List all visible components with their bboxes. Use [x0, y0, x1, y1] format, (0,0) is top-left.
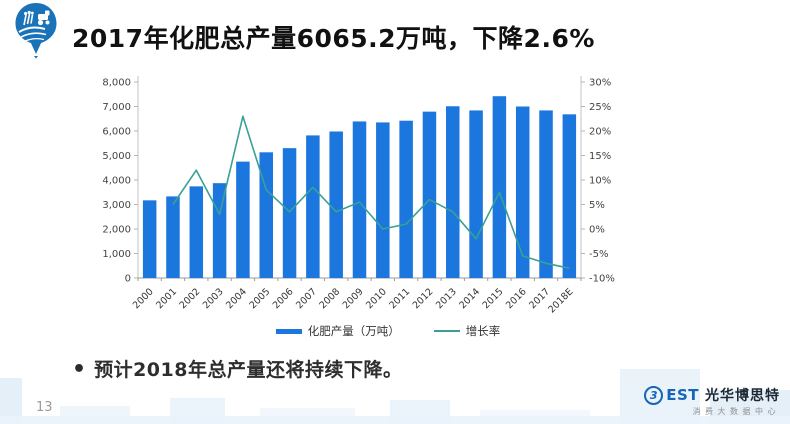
left-axis-tick-label: 0	[125, 274, 131, 285]
x-axis-label: 2004	[224, 286, 249, 311]
production-bar	[492, 96, 507, 279]
right-axis-tick-label: 10%	[589, 176, 611, 187]
production-bar	[306, 135, 320, 278]
right-axis-tick-label: 15%	[589, 151, 611, 162]
production-bar	[189, 186, 204, 278]
x-axis-label: 2000	[131, 286, 156, 311]
x-axis-label: 2010	[364, 286, 389, 311]
right-axis-tick-label: 30%	[589, 78, 611, 89]
x-axis-label: 2018E	[546, 286, 575, 315]
legend-label-growth: 增长率	[465, 324, 501, 338]
chart-legend: 化肥产量（万吨） 增长率	[93, 323, 628, 339]
brand-pin-icon	[15, 3, 57, 59]
cityscape-watermark	[0, 344, 790, 424]
production-series-marker	[275, 328, 302, 334]
bullet-text: 预计2018年总产量还将持续下降。	[94, 359, 403, 381]
brand-suffix: EST	[666, 386, 699, 404]
brand-circle-mark: 3	[644, 385, 664, 405]
left-axis-tick-label: 5,000	[102, 151, 131, 162]
production-bar	[142, 200, 157, 278]
chart-area: 0 1,000 2,000 3,000 4,000 5,000 6,000 7,000 8,00…	[93, 70, 628, 350]
production-bar	[562, 114, 577, 278]
production-bar	[376, 122, 390, 278]
x-axis-label: 2012	[411, 286, 436, 311]
brand-subtitle: 消费大数据中心	[692, 407, 780, 416]
slide-title: 2017年化肥总产量6065.2万吨，下降2.6%	[72, 23, 595, 53]
combo-chart: 0 1,000 2,000 3,000 4,000 5,000 6,000 7,000 8,00…	[102, 76, 615, 315]
right-axis-tick-label: -5%	[589, 249, 608, 260]
building-silhouette	[0, 378, 22, 424]
production-bar	[469, 110, 483, 278]
production-bar	[399, 120, 413, 279]
legend-item-production: 化肥产量（万吨）	[275, 323, 400, 339]
slide-header: 2017年化肥总产量6065.2万吨，下降2.6%	[0, 0, 790, 53]
production-bar	[282, 148, 297, 278]
left-axis-tick-label: 2,000	[102, 225, 131, 236]
x-axis-label: 2005	[247, 286, 272, 311]
right-axis-tick-label: 0%	[589, 225, 605, 236]
x-axis-label: 2015	[481, 286, 506, 311]
brand-name: 光华博思特	[705, 388, 780, 404]
left-axis-tick-label: 6,000	[102, 127, 131, 138]
brand-footer: 3 EST 光华博思特 消费大数据中心	[644, 385, 780, 417]
bullet-note: • 预计2018年总产量还将持续下降。	[72, 357, 402, 384]
left-axis-tick-label: 3,000	[102, 200, 131, 211]
x-axis-label: 2011	[387, 286, 412, 311]
x-axis-label: 2003	[201, 286, 226, 311]
production-bar	[352, 121, 367, 278]
production-bar	[236, 161, 250, 278]
growth-series-marker	[433, 330, 460, 332]
x-axis-label: 2002	[178, 286, 203, 311]
x-axis-label: 2013	[434, 286, 459, 311]
skyline-band	[0, 416, 790, 424]
growth-rate-line	[172, 115, 570, 269]
right-axis-tick-label: 20%	[589, 127, 611, 138]
production-bar	[539, 110, 553, 278]
x-axis-label: 2007	[294, 286, 319, 311]
production-bar	[329, 131, 343, 278]
page-number: 13	[36, 400, 53, 415]
x-axis-label: 2001	[154, 286, 179, 311]
x-axis-label: 2006	[271, 286, 296, 311]
x-axis-label: 2009	[341, 286, 366, 311]
legend-item-growth: 增长率	[433, 323, 501, 339]
production-bar	[422, 111, 437, 278]
left-axis-tick-label: 8,000	[102, 78, 131, 89]
x-axis-label: 2008	[317, 286, 342, 311]
production-bar	[515, 106, 530, 278]
left-axis-tick-label: 1,000	[102, 249, 131, 260]
production-bar	[446, 106, 460, 278]
production-bar	[166, 196, 180, 278]
right-axis-tick-label: 5%	[589, 200, 605, 211]
right-axis-tick-label: -10%	[589, 274, 615, 285]
x-axis-label: 2016	[504, 286, 529, 311]
right-axis-tick-label: 25%	[589, 102, 611, 113]
bullet-marker: •	[72, 357, 87, 382]
left-axis-tick-label: 7,000	[102, 102, 131, 113]
production-bar	[259, 152, 273, 278]
legend-label-production: 化肥产量（万吨）	[307, 324, 400, 338]
left-axis-tick-label: 4,000	[102, 176, 131, 187]
x-axis-label: 2014	[457, 286, 482, 311]
